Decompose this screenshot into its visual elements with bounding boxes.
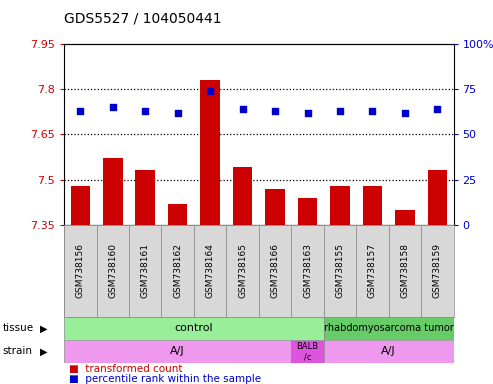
Bar [324,225,356,317]
Bar [97,225,129,317]
Point [433,106,441,112]
Text: GSM738161: GSM738161 [141,243,150,298]
Point [206,88,214,94]
Point [109,104,117,111]
Text: GSM738159: GSM738159 [433,243,442,298]
Bar [427,170,447,225]
Bar [356,225,388,317]
Point [336,108,344,114]
Point [401,110,409,116]
Bar [64,225,97,317]
Text: ■  percentile rank within the sample: ■ percentile rank within the sample [69,374,261,384]
Bar [129,225,161,317]
Point [239,106,246,112]
Text: GSM738163: GSM738163 [303,243,312,298]
Bar [265,189,285,225]
Text: strain: strain [2,346,33,356]
Bar [103,159,122,225]
Bar [194,225,226,317]
Point [271,108,279,114]
Bar [298,198,317,225]
Point [141,108,149,114]
Bar [324,340,454,363]
Text: GSM738160: GSM738160 [108,243,117,298]
Text: GSM738162: GSM738162 [173,243,182,298]
Bar [70,185,90,225]
Text: BALB
/c: BALB /c [296,342,318,361]
Text: GSM738155: GSM738155 [335,243,345,298]
Text: A/J: A/J [171,346,185,356]
Bar [64,340,291,363]
Text: GSM738157: GSM738157 [368,243,377,298]
Bar [161,225,194,317]
Point [368,108,376,114]
Point [174,110,181,116]
Text: GSM738156: GSM738156 [76,243,85,298]
Text: ▶: ▶ [40,323,48,333]
Bar [259,225,291,317]
Text: GSM738164: GSM738164 [206,243,214,298]
Bar [421,225,454,317]
Text: ■  transformed count: ■ transformed count [69,364,182,374]
Bar [136,170,155,225]
Text: GSM738166: GSM738166 [271,243,280,298]
Bar [64,317,324,340]
Bar [330,185,350,225]
Text: control: control [175,323,213,333]
Bar [233,167,252,225]
Point [304,110,312,116]
Text: A/J: A/J [382,346,396,356]
Bar [291,340,324,363]
Bar [324,317,454,340]
Bar [388,225,421,317]
Bar [291,225,324,317]
Bar [395,210,415,225]
Bar [168,204,187,225]
Text: GSM738165: GSM738165 [238,243,247,298]
Text: tissue: tissue [2,323,34,333]
Bar [226,225,259,317]
Bar [200,80,220,225]
Text: ▶: ▶ [40,346,48,356]
Bar [363,185,382,225]
Text: GDS5527 / 104050441: GDS5527 / 104050441 [64,12,222,25]
Point [76,108,84,114]
Text: GSM738158: GSM738158 [400,243,409,298]
Text: rhabdomyosarcoma tumor: rhabdomyosarcoma tumor [324,323,454,333]
